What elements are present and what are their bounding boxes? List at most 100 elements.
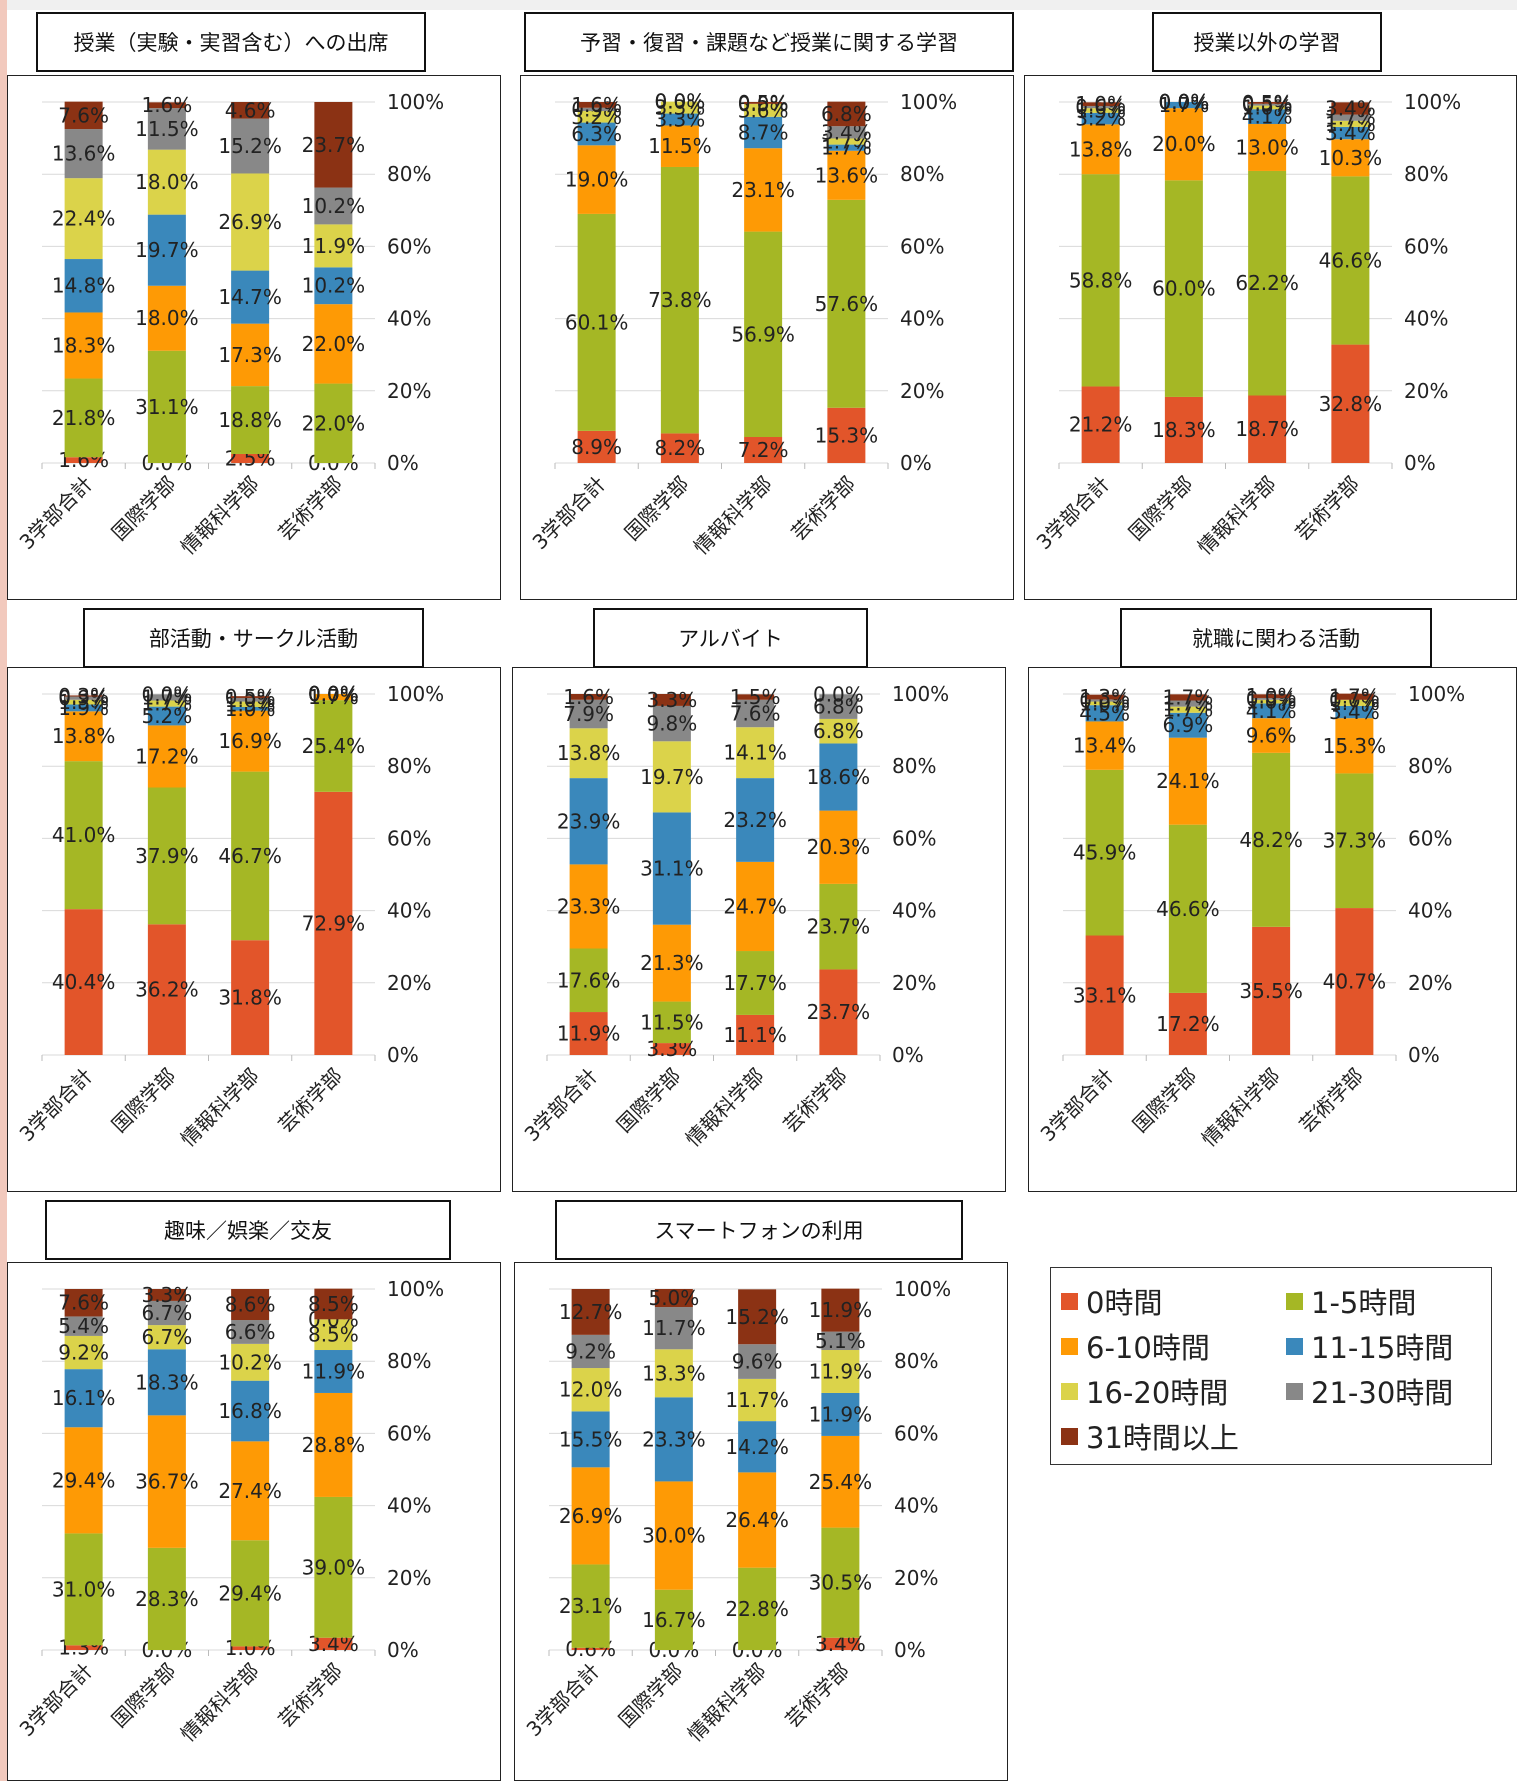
bar-segment [231, 118, 270, 174]
bar-segment [147, 1415, 186, 1548]
bar-segment [577, 213, 616, 431]
data-label: 13.3% [642, 1361, 706, 1385]
bar-segment [736, 778, 775, 862]
data-label: 11.9% [302, 234, 366, 258]
data-label: 0.0% [308, 682, 359, 706]
data-label: 40.4% [52, 970, 116, 994]
data-label: 11.9% [809, 1402, 873, 1426]
y-tick-label: 60% [1408, 826, 1452, 850]
data-label: 7.6% [58, 1291, 109, 1315]
bar-segment [827, 138, 866, 145]
bar-segment [571, 1564, 610, 1648]
x-category-label: 3学部合計 [15, 472, 98, 555]
data-label: 15.5% [559, 1427, 623, 1451]
bar-segment [744, 231, 783, 438]
y-tick-label: 40% [1408, 899, 1452, 923]
data-label: 1.0% [1246, 684, 1297, 708]
bar-segment [231, 940, 270, 1055]
bar-segment [569, 864, 608, 949]
y-tick-label: 40% [1404, 307, 1448, 331]
bar-segment [1335, 773, 1374, 909]
bar-segment [1168, 700, 1207, 707]
bar-segment [1168, 992, 1207, 1055]
data-label: 21.8% [52, 406, 116, 430]
bar-segment [1085, 769, 1124, 936]
bar-segment [654, 1589, 693, 1650]
bar-segment [1248, 103, 1287, 106]
data-label: 0.9% [58, 686, 109, 710]
bar-segment [654, 1289, 693, 1308]
data-label: 15.3% [1323, 734, 1387, 758]
bar-segment [1081, 112, 1120, 125]
data-label: 27.4% [218, 1479, 282, 1503]
data-label: 6.8% [813, 695, 864, 719]
stacked-bar-chart: 0%20%40%60%80%100%40.4%41.0%13.8%1.9%1.3… [15, 682, 445, 1151]
bar-segment [571, 1334, 610, 1369]
bar-segment [744, 116, 783, 149]
data-label: 13.4% [1073, 734, 1137, 758]
bar-segment [821, 1331, 860, 1351]
data-label: 30.0% [642, 1524, 706, 1548]
bar-segment [147, 694, 186, 701]
bar-segment [736, 951, 775, 1015]
data-label: 18.3% [52, 333, 116, 357]
bar-segment [738, 1289, 777, 1345]
y-tick-label: 20% [892, 971, 936, 995]
legend-swatch [1286, 1382, 1303, 1400]
bar-segment [314, 694, 353, 701]
legend-item-31h-plus: 31時間以上 [1061, 1415, 1239, 1457]
stacked-bar-chart: 0%20%40%60%80%100%0.6%23.1%26.9%15.5%12.… [522, 1277, 952, 1746]
bar-segment [64, 699, 103, 705]
bar-segment [64, 695, 103, 697]
bar-segment [64, 1533, 103, 1646]
data-label: 14.7% [218, 285, 282, 309]
data-label: 60.1% [565, 310, 629, 334]
chart-title: 就職に関わる活動 [1120, 608, 1432, 668]
bar-segment [660, 125, 699, 167]
bar-segment [569, 778, 608, 865]
bar-segment [1168, 694, 1207, 701]
bar-segment [736, 861, 775, 952]
data-label: 13.6% [52, 142, 116, 166]
data-label: 6.7% [141, 1301, 192, 1325]
y-tick-label: 60% [1404, 234, 1448, 258]
bar-segment [231, 1343, 270, 1381]
y-tick-label: 0% [1404, 451, 1436, 475]
y-tick-label: 0% [1408, 1043, 1440, 1067]
bar-segment [1085, 699, 1124, 702]
data-label: 56.9% [731, 322, 795, 346]
bar-segment [314, 187, 353, 225]
bar-segment [147, 350, 186, 463]
y-tick-label: 100% [387, 682, 444, 706]
data-label: 0.0% [308, 682, 359, 706]
bar-segment [1335, 908, 1374, 1055]
bar-segment [1085, 694, 1124, 700]
bar-segment [577, 430, 616, 463]
y-tick-label: 20% [387, 379, 431, 403]
y-tick-label: 0% [892, 1043, 924, 1067]
data-label: 11.7% [642, 1316, 706, 1340]
data-label: 46.6% [1156, 897, 1220, 921]
bar-segment [64, 1289, 103, 1317]
chart-title: スマートフォンの利用 [555, 1200, 963, 1260]
data-label: 39.0% [302, 1555, 366, 1579]
data-label: 12.0% [559, 1378, 623, 1402]
data-label: 1.6% [141, 93, 192, 117]
y-tick-label: 0% [387, 451, 419, 475]
legend-label: 21-30時間 [1311, 1376, 1454, 1410]
y-tick-label: 100% [900, 90, 957, 114]
top-band [7, 0, 1517, 10]
bar-segment [231, 697, 270, 702]
legend-swatch [1286, 1292, 1303, 1310]
data-label: 18.0% [135, 306, 199, 330]
bar-segment [231, 1380, 270, 1442]
data-label: 12.7% [559, 1300, 623, 1324]
bar-segment [147, 725, 186, 788]
bar-segment [231, 323, 270, 387]
y-tick-label: 0% [387, 1043, 419, 1067]
data-label: 24.1% [1156, 769, 1220, 793]
data-label: 1.5% [730, 685, 781, 709]
data-label: 9.2% [58, 1341, 109, 1365]
data-label: 25.4% [302, 734, 366, 758]
data-label: 0.6% [1079, 688, 1130, 712]
